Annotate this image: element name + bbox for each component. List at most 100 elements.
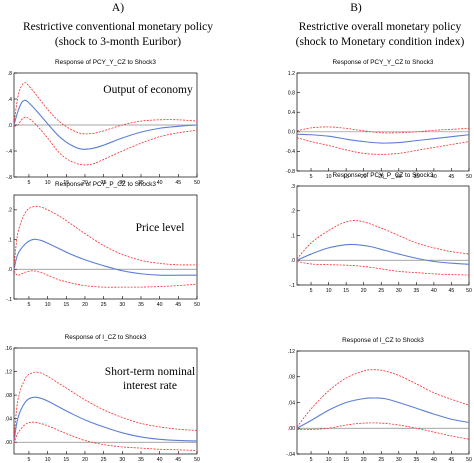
panel-title: Response of I_CZ to Shock3 — [342, 337, 424, 344]
y-tick-label: .3 — [291, 184, 295, 190]
x-tick-label: 10 — [45, 302, 51, 308]
y-tick-label: 0.0 — [288, 130, 295, 136]
x-tick-label: 40 — [157, 457, 163, 463]
confidence-band-upper — [296, 126, 470, 134]
confidence-band-upper — [296, 369, 470, 428]
y-tick-label: .16 — [5, 346, 12, 352]
y-tick-label: .2 — [8, 208, 12, 214]
y-tick-label: .4 — [8, 97, 12, 103]
x-tick-label: 50 — [194, 180, 200, 186]
x-tick-label: 35 — [138, 302, 144, 308]
confidence-band-lower — [296, 422, 470, 440]
response-line — [296, 133, 470, 144]
x-tick-label: 15 — [63, 457, 69, 463]
panel-a2: Response of PCY_P_CZ to Shock3 .2 .1 .0 -.1 5… — [6, 181, 200, 308]
panel-title: Response of I_CZ to Shock3 — [65, 334, 147, 341]
header-right-line1: Restrictive overall monetary policy — [299, 21, 462, 33]
panel-title: Response of PCY_P_CZ to Shock3 — [55, 181, 156, 188]
x-tick-label: 10 — [326, 457, 332, 463]
x-tick-label: 35 — [413, 288, 419, 294]
x-tick-label: 30 — [119, 302, 125, 308]
header-left-line1: Restrictive conventional monetary policy — [23, 21, 213, 33]
x-tick-label: 30 — [119, 457, 125, 463]
x-tick-label: 30 — [119, 180, 125, 186]
panel-b2: Response of PCY_P_CZ to Shock3 .3 .2 .1 .0 -.… — [289, 172, 472, 294]
confidence-band-lower — [13, 421, 198, 451]
x-tick-label: 15 — [343, 174, 349, 180]
confidence-band-lower — [13, 270, 198, 288]
x-tick-label: 50 — [194, 457, 200, 463]
x-tick-label: 30 — [396, 457, 402, 463]
x-tick-label: 5 — [27, 180, 30, 186]
plot-frame — [296, 185, 470, 286]
x-tick-label: 15 — [63, 180, 69, 186]
panel-annotation: Short-term nominal — [105, 366, 195, 378]
response-line — [296, 243, 470, 265]
confidence-band-upper — [13, 371, 198, 440]
x-tick-label: 45 — [449, 288, 455, 294]
plot-frame — [13, 347, 198, 455]
y-tick-label: .08 — [288, 375, 295, 381]
x-tick-label: 30 — [396, 288, 402, 294]
x-tick-label: 20 — [361, 174, 367, 180]
y-tick-label: .04 — [5, 416, 12, 422]
panel-a1: Response of PCY_Y_CZ to Shock3 .8 .4 .0 -.4 -… — [6, 59, 200, 186]
plot-frame — [296, 350, 470, 455]
x-tick-label: 45 — [175, 302, 181, 308]
x-tick-label: 40 — [157, 302, 163, 308]
response-line — [13, 99, 198, 150]
y-tick-label: -.4 — [6, 149, 12, 155]
confidence-band-lower — [296, 137, 470, 155]
y-tick-label: 0.4 — [288, 110, 295, 116]
y-tick-label: .0 — [291, 258, 295, 264]
x-tick-label: 45 — [449, 174, 455, 180]
x-tick-label: 20 — [82, 180, 88, 186]
x-tick-label: 25 — [101, 457, 107, 463]
x-tick-label: 10 — [326, 174, 332, 180]
x-tick-label: 40 — [431, 288, 437, 294]
y-tick-label: .0 — [8, 267, 12, 273]
x-tick-label: 35 — [413, 457, 419, 463]
y-tick-label: 1.2 — [288, 71, 295, 77]
x-tick-label: 35 — [138, 457, 144, 463]
y-tick-label: .2 — [291, 209, 295, 215]
panel-title: Response of PCY_Y_CZ to Shock3 — [333, 59, 434, 66]
x-tick-label: 35 — [413, 174, 419, 180]
x-tick-label: 25 — [378, 457, 384, 463]
x-tick-label: 25 — [101, 180, 107, 186]
y-tick-label: .00 — [5, 440, 12, 446]
x-tick-label: 40 — [431, 457, 437, 463]
x-tick-label: 5 — [310, 174, 313, 180]
x-tick-label: 25 — [378, 174, 384, 180]
x-tick-label: 20 — [82, 457, 88, 463]
y-tick-label: .04 — [288, 400, 295, 406]
y-tick-label: .1 — [291, 233, 295, 239]
x-tick-label: 50 — [194, 302, 200, 308]
x-tick-label: 50 — [466, 457, 472, 463]
confidence-band-upper — [13, 205, 198, 268]
x-tick-label: 25 — [101, 302, 107, 308]
x-tick-label: 10 — [45, 180, 51, 186]
plot-frame — [296, 72, 470, 172]
panel-annotation: Price level — [136, 222, 185, 234]
x-tick-label: 5 — [27, 302, 30, 308]
header-right-line2: (shock to Monetary condition index) — [296, 36, 465, 48]
response-line — [296, 397, 470, 429]
panel-annotation: Output of economy — [103, 84, 193, 96]
x-tick-label: 5 — [27, 457, 30, 463]
response-line — [13, 238, 197, 276]
x-tick-label: 15 — [343, 457, 349, 463]
x-tick-label: 40 — [431, 174, 437, 180]
y-tick-label: .12 — [288, 349, 295, 355]
x-tick-label: 30 — [396, 174, 402, 180]
y-tick-label: -.04 — [286, 452, 295, 458]
y-tick-label: 0.8 — [288, 90, 295, 96]
y-tick-label: .0 — [8, 123, 12, 129]
y-tick-label: -.8 — [6, 175, 12, 181]
y-tick-label: .00 — [288, 426, 295, 432]
panel-title: Response of PCY_P_CZ to Shock3 — [333, 172, 434, 179]
panel-b1: Response of PCY_Y_CZ to Shock3 1.2 0.8 0.4 0… — [286, 59, 472, 180]
panel-a3: Response of I_CZ to Shock3 .16 .12 .08 .04 .0… — [5, 334, 200, 463]
panel-b3: Response of I_CZ to Shock3 .12 .08 .04 .00 -.… — [286, 337, 472, 463]
